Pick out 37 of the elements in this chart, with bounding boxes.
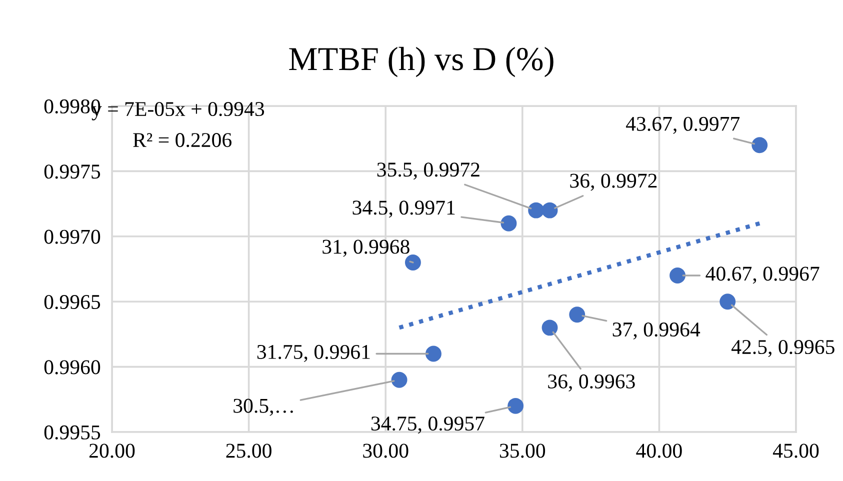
data-label: 37, 0.9964: [612, 322, 700, 340]
data-label: 43.67, 0.9977: [626, 116, 740, 134]
y-tick-label: 0.9960: [44, 360, 100, 374]
point: [508, 398, 524, 414]
x-tick-label: 40.00: [636, 444, 682, 458]
x-tick-label: 45.00: [772, 444, 819, 458]
x-tick-label: 30.00: [363, 444, 408, 458]
data-label: 31.75, 0.9961: [257, 344, 370, 362]
point: [391, 372, 408, 388]
point: [542, 320, 558, 336]
point: [404, 254, 421, 270]
y-tick-label: 0.9955: [44, 425, 100, 440]
point: [426, 346, 442, 362]
point: [500, 215, 517, 232]
y-tick-label: 0.9965: [44, 294, 100, 310]
data-label: 40.67, 0.9967: [706, 266, 820, 284]
data-label: 31, 0.9968: [322, 240, 410, 257]
point: [542, 202, 558, 218]
data-label: 30.5,…: [234, 398, 293, 416]
x-tick-label: 25.00: [226, 444, 272, 458]
point: [752, 137, 768, 154]
data-label: 34.5, 0.9971: [352, 200, 455, 218]
point: [569, 306, 586, 323]
data-label: 35.5, 0.9972: [377, 162, 480, 180]
data-label: 34.75, 0.9957: [371, 416, 484, 434]
point: [528, 202, 544, 218]
x-tick-label: 20.00: [89, 444, 135, 458]
y-tick-label: 0.9970: [44, 230, 100, 244]
point: [720, 294, 736, 310]
y-tick-label: 0.9975: [44, 164, 100, 179]
point: [670, 268, 686, 284]
x-tick-label: 35.00: [500, 444, 546, 458]
annotation: R² = 0.2206: [133, 133, 232, 148]
data-label: 42.5, 0.9965: [731, 340, 834, 358]
chart-title: MTBF (h) vs D (%): [289, 46, 554, 78]
data-label: 36, 0.9972: [570, 174, 657, 191]
data-label: 36, 0.9963: [548, 374, 635, 392]
